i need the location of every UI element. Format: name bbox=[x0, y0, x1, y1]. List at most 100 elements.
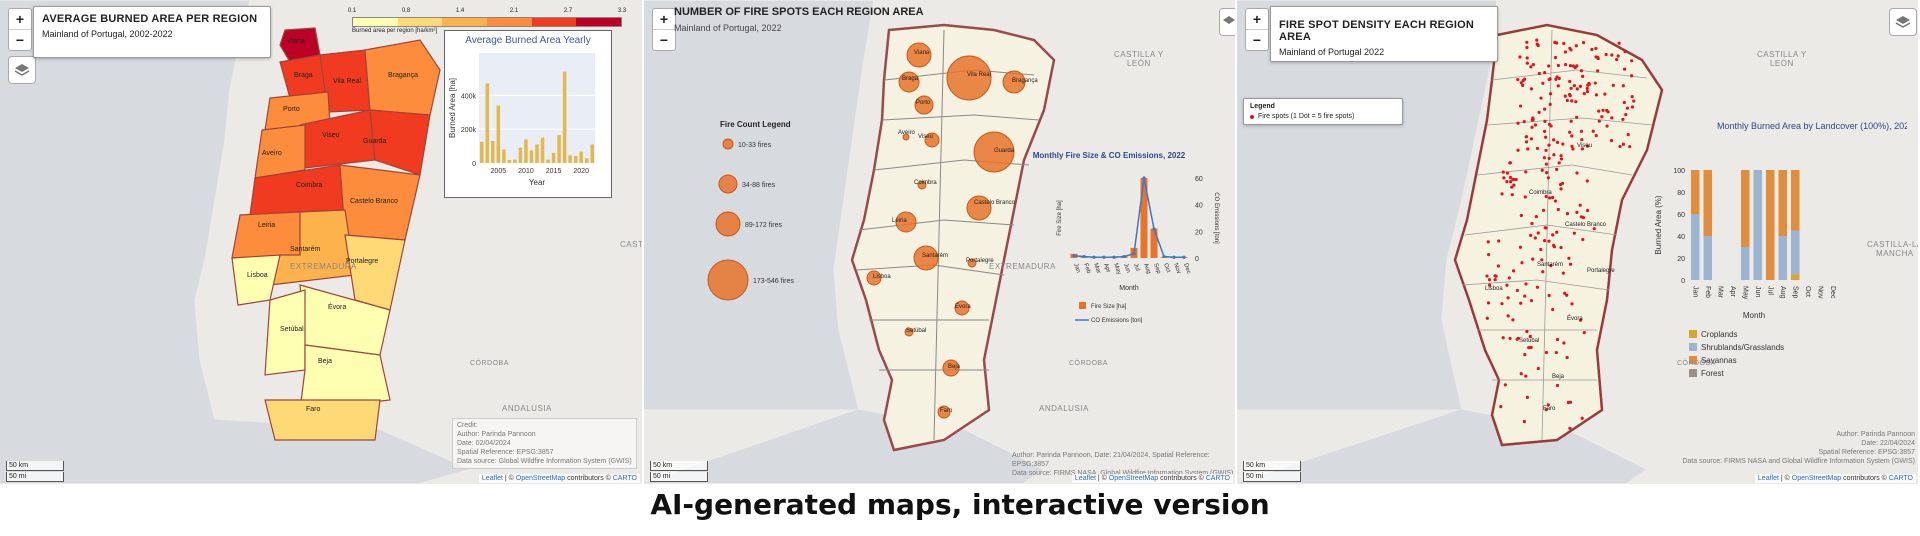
fire-dot bbox=[1516, 77, 1520, 82]
zoom-out-button[interactable]: − bbox=[15, 32, 25, 48]
region-label: Beja bbox=[1552, 374, 1565, 380]
legend-title: Burned area per region [ha/km²] bbox=[352, 28, 438, 34]
osm-link[interactable]: OpenStreetMap bbox=[515, 475, 566, 482]
leaflet-link[interactable]: Leaflet bbox=[1757, 475, 1779, 482]
fire-dot bbox=[1507, 276, 1511, 280]
zoom-out-button[interactable]: − bbox=[1252, 32, 1262, 48]
fire-dot bbox=[1543, 119, 1547, 123]
map-panel-burned-area[interactable]: Viana Braga Vila Real Bragança Porto Viseu Gua… bbox=[0, 0, 644, 484]
fire-dot bbox=[1568, 400, 1573, 404]
osm-link[interactable]: OpenStreetMap bbox=[1108, 475, 1159, 482]
attribution: Leaflet | © OpenStreetMap contributors ©… bbox=[478, 474, 640, 483]
fire-dot bbox=[1529, 299, 1534, 303]
fire-dot bbox=[1522, 119, 1526, 124]
region-label: Viana bbox=[287, 38, 305, 45]
yearly-chart[interactable]: Average Burned Area Yearly 0 200k 400k 2005 2… bbox=[444, 30, 612, 198]
fire-dot bbox=[1511, 269, 1516, 273]
map-panel-fire-count[interactable]: Viana Braga Vila Real Bragança Porto Viseu Gua… bbox=[644, 0, 1237, 484]
zoom-control[interactable]: + − bbox=[1245, 8, 1269, 51]
legend-item-label: 10-33 fires bbox=[738, 142, 772, 149]
fire-dot bbox=[1542, 239, 1547, 243]
x-tick-label: May bbox=[1112, 263, 1122, 276]
fire-dot bbox=[1628, 145, 1632, 149]
line-point bbox=[1142, 176, 1146, 180]
stack-segment bbox=[1691, 170, 1700, 214]
map-title-box: AVERAGE BURNED AREA PER REGION Mainland … bbox=[33, 6, 271, 58]
y-tick-label: 60 bbox=[1677, 212, 1685, 219]
basemap bbox=[1237, 0, 1918, 484]
fire-dot bbox=[1526, 147, 1530, 151]
map-panel-fire-density[interactable]: Viseu Coimbra Castelo Branco Portalegre Sant… bbox=[1237, 0, 1920, 484]
zoom-in-button[interactable]: + bbox=[1246, 9, 1268, 30]
fire-dot bbox=[1616, 54, 1620, 58]
fire-dot bbox=[1578, 84, 1582, 88]
fire-dot bbox=[1493, 277, 1497, 282]
fire-dot bbox=[1587, 81, 1591, 86]
fire-dot bbox=[1618, 144, 1622, 149]
carto-link[interactable]: CARTO bbox=[612, 475, 637, 482]
x-tick-label: Oct bbox=[1162, 263, 1171, 274]
x-tick-label: Jan bbox=[1691, 286, 1698, 297]
bar bbox=[557, 135, 561, 163]
y-tick-label: 40 bbox=[1677, 234, 1685, 241]
map-subtitle: Mainland of Portugal, 2022 bbox=[674, 23, 782, 33]
fire-dot bbox=[1544, 350, 1549, 355]
scale-mi: 50 mi bbox=[650, 472, 708, 482]
zoom-in-button[interactable]: + bbox=[9, 9, 31, 30]
leaflet-link[interactable]: Leaflet bbox=[481, 475, 503, 482]
region-label: Aveiro bbox=[262, 150, 282, 157]
fire-dot bbox=[1563, 62, 1568, 67]
fire-dot bbox=[1571, 147, 1575, 151]
legend-title: Legend bbox=[1250, 103, 1275, 110]
carto-link[interactable]: CARTO bbox=[1888, 475, 1913, 482]
fire-bubble bbox=[913, 245, 939, 271]
fire-dot bbox=[1572, 84, 1576, 88]
legend-tick: 0.1 bbox=[347, 8, 357, 14]
region-label: Braga bbox=[902, 76, 919, 82]
y-tick-label: 0 bbox=[1681, 278, 1685, 285]
fire-count-bubbles[interactable] bbox=[644, 0, 1237, 484]
fire-dot bbox=[1592, 227, 1596, 231]
fire-dot bbox=[1485, 316, 1489, 320]
fire-dot bbox=[1515, 288, 1519, 293]
zoom-control[interactable]: + − bbox=[8, 8, 32, 51]
fire-dot bbox=[1585, 86, 1589, 91]
fire-dot bbox=[1528, 334, 1532, 338]
place-castilla: CASTILLA Y LEÓN bbox=[1757, 50, 1807, 68]
fire-dot bbox=[1580, 147, 1585, 151]
bar bbox=[513, 159, 517, 163]
fire-dot bbox=[1556, 84, 1560, 88]
leaflet-link[interactable]: Leaflet bbox=[1074, 475, 1096, 482]
zoom-in-button[interactable]: + bbox=[653, 9, 675, 30]
fire-dot bbox=[1567, 92, 1572, 97]
region-label: Setúbal bbox=[280, 326, 304, 333]
fire-dot bbox=[1512, 183, 1516, 187]
monthly-fire-chart-svg: Monthly Fire Size & CO Emissions, 2022 0 2… bbox=[1033, 151, 1219, 324]
stack-segment bbox=[1791, 170, 1800, 231]
osm-link[interactable]: OpenStreetMap bbox=[1791, 475, 1842, 482]
legend-swatch bbox=[487, 18, 532, 26]
portugal-choropleth[interactable] bbox=[0, 0, 644, 484]
map-title-box: FIRE SPOT DENSITY EACH REGION AREA Mainl… bbox=[1270, 6, 1498, 62]
fire-dot bbox=[1594, 46, 1598, 51]
layers-button[interactable] bbox=[1889, 8, 1917, 36]
landcover-chart[interactable]: Monthly Burned Area by Landcover (100%),… bbox=[1647, 115, 1914, 395]
region-label: Beja bbox=[948, 364, 961, 370]
fire-dot bbox=[1514, 178, 1518, 182]
region-label: Leiria bbox=[258, 222, 276, 229]
place-andalusia: ANDALUSIA bbox=[1039, 404, 1089, 413]
line-point bbox=[1112, 255, 1116, 259]
zoom-out-button[interactable]: − bbox=[659, 32, 669, 48]
carto-link[interactable]: CARTO bbox=[1205, 475, 1230, 482]
layers-button[interactable] bbox=[1219, 8, 1235, 36]
x-tick-label: Feb bbox=[1704, 286, 1711, 298]
credit-line: Author: Parinda Pannoon bbox=[1836, 431, 1915, 438]
monthly-fire-chart[interactable]: Monthly Fire Size & CO Emissions, 2022 0 2… bbox=[1029, 148, 1234, 324]
zoom-control[interactable]: + − bbox=[652, 8, 676, 51]
layers-button[interactable] bbox=[8, 56, 36, 84]
chart-title: Average Burned Area Yearly bbox=[465, 35, 590, 46]
fire-dot bbox=[1529, 345, 1533, 350]
fire-dot bbox=[1575, 87, 1579, 91]
fire-dot bbox=[1523, 195, 1527, 199]
region-label: Setúbal bbox=[906, 328, 927, 334]
